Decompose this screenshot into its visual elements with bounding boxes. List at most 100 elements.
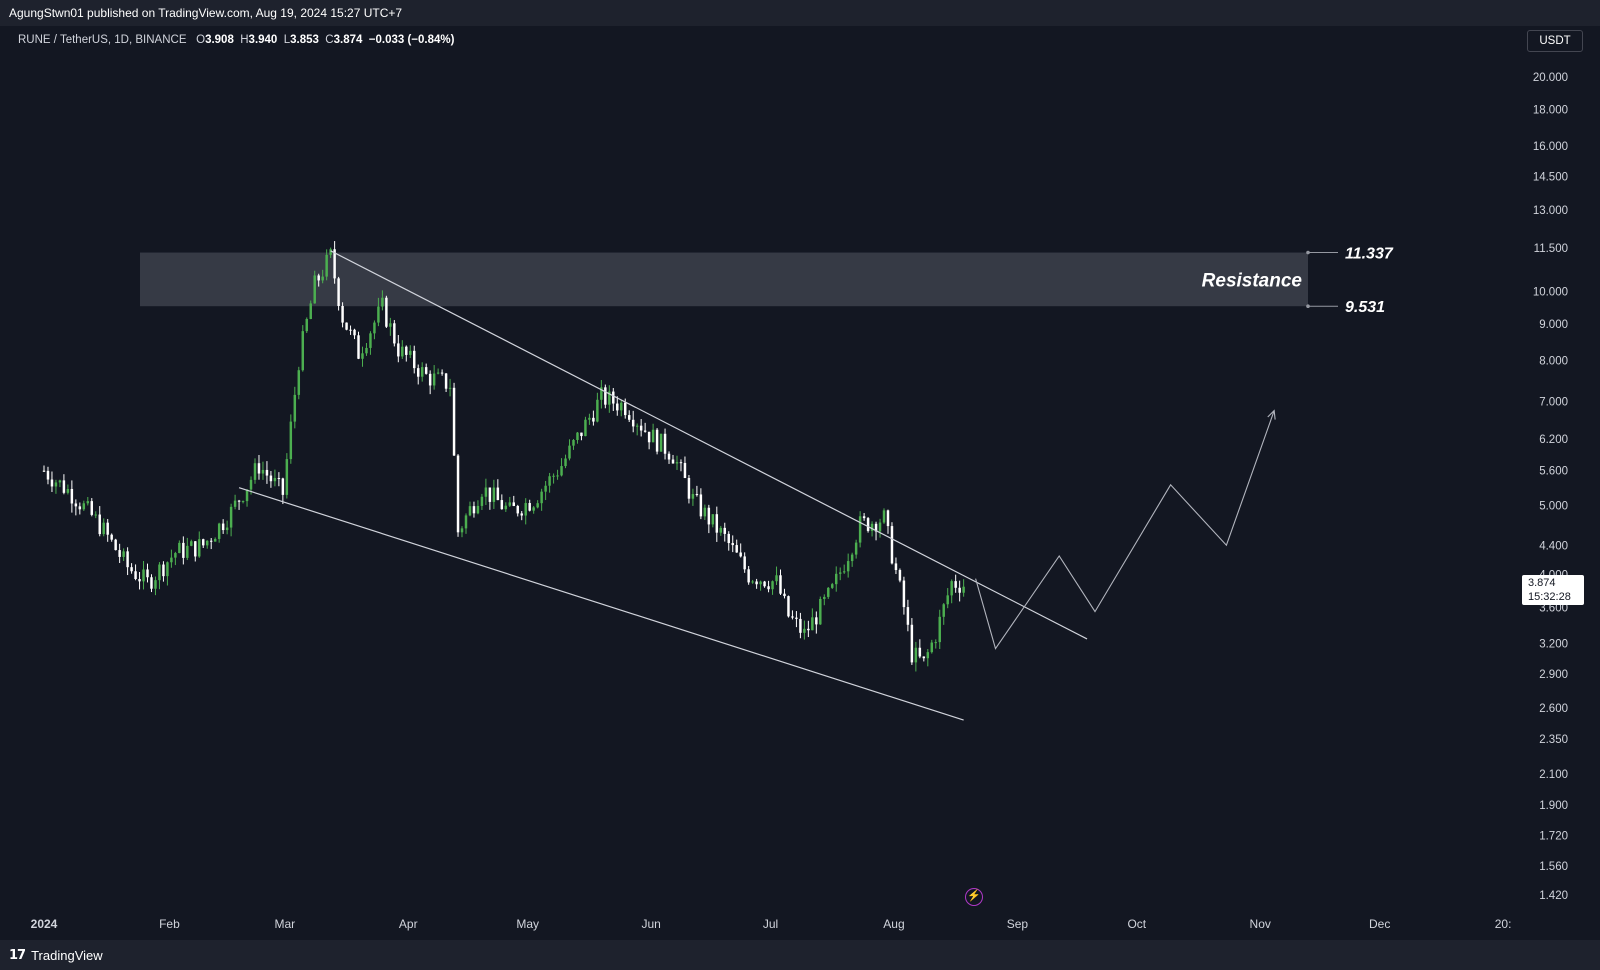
candle-body: [544, 485, 547, 492]
candle-body: [823, 596, 826, 599]
candle-body: [162, 564, 165, 577]
price-tick-label: 5.000: [1539, 501, 1568, 513]
price-tick-label: 14.500: [1533, 171, 1568, 183]
candle-body: [225, 527, 229, 531]
candle-body: [727, 533, 730, 544]
candle-body: [564, 458, 567, 467]
candle-body: [365, 347, 368, 354]
candle-body: [691, 494, 695, 499]
candle-body: [194, 541, 197, 557]
candle-body: [862, 516, 866, 519]
candle-body: [600, 387, 603, 400]
candle-body: [695, 494, 699, 496]
price-tick-label: 1.560: [1539, 861, 1568, 873]
change-value: −0.033 (−0.84%): [368, 34, 455, 46]
candle-body: [420, 367, 424, 377]
candle-body: [245, 489, 249, 502]
candle-body: [154, 580, 157, 589]
candle-body: [409, 350, 412, 355]
candle-body: [667, 453, 671, 460]
time-tick-label: Jul: [763, 917, 778, 931]
time-tick-label: Oct: [1127, 917, 1146, 931]
candle-body: [54, 482, 58, 487]
open-label: O: [196, 34, 206, 46]
candle-body: [357, 335, 360, 359]
lightning-icon[interactable]: ⚡: [965, 888, 983, 906]
candle-body: [106, 522, 109, 535]
candle-body: [472, 506, 476, 514]
candle-body: [221, 523, 225, 531]
candle-body: [361, 353, 364, 359]
candle-body: [576, 432, 579, 440]
candle-body: [468, 506, 472, 516]
upper-trendline: [330, 250, 1088, 640]
candle-body: [86, 501, 90, 504]
candle-body: [635, 425, 639, 427]
time-tick-label: Feb: [159, 917, 180, 931]
candle-body: [297, 370, 301, 395]
candle-body: [484, 487, 488, 497]
candle-body: [130, 567, 133, 572]
price-tick-label: 20.000: [1533, 72, 1568, 84]
zone-edge-dot: [1306, 304, 1310, 309]
candle-body: [548, 476, 551, 486]
candle-body: [373, 322, 376, 334]
candle-body: [743, 556, 746, 570]
candle-body: [663, 433, 667, 454]
candle-body: [158, 564, 161, 581]
candle-body: [397, 343, 400, 357]
zone-top-value: 11.337: [1345, 246, 1394, 263]
candle-body: [309, 303, 312, 319]
candle-body: [631, 419, 635, 427]
candle-body: [811, 617, 814, 631]
candle-body: [886, 510, 890, 527]
candle-body: [767, 586, 770, 590]
price-tick-label: 2.100: [1539, 769, 1568, 781]
candle-body: [779, 575, 782, 594]
candle-body: [166, 562, 169, 577]
candle-body: [205, 540, 209, 546]
tradingview-logo-icon[interactable]: 𝟭𝟳: [9, 947, 26, 963]
candle-body: [866, 518, 870, 531]
candle-body: [492, 487, 496, 502]
candle-body: [735, 545, 738, 553]
candle-body: [560, 466, 563, 476]
candle-body: [731, 543, 734, 546]
candle-body: [114, 539, 117, 551]
candle-body: [405, 346, 408, 355]
price-tick-label: 1.900: [1539, 800, 1568, 812]
candle-body: [305, 318, 308, 332]
candle-body: [369, 333, 372, 348]
candle-body: [596, 399, 599, 422]
candle-body: [516, 505, 519, 514]
candle-body: [229, 506, 233, 528]
candle-body: [464, 515, 468, 529]
candle-body: [715, 514, 719, 533]
candle-body: [448, 387, 452, 389]
time-axis: 2024 Feb Mar Apr May Jun Jul Aug Sep Oct Nov Dec 20:: [31, 917, 1512, 931]
chart-frame[interactable]: [10, 26, 1590, 940]
candle-body: [98, 514, 101, 535]
footer-brand[interactable]: TradingView: [31, 947, 103, 963]
currency-button[interactable]: USDT: [1527, 30, 1583, 52]
time-tick-label: Jun: [641, 917, 660, 931]
candle-body: [612, 391, 615, 404]
candle-body: [313, 275, 316, 304]
candle-body: [914, 647, 918, 663]
symbol-legend: RUNE / TetherUS, 1D, BINANCE O3.908 H3.9…: [18, 34, 454, 46]
candle-body: [723, 527, 726, 534]
candle-body: [870, 523, 874, 531]
candle-body: [150, 577, 153, 589]
candle-body: [94, 514, 97, 516]
time-tick-label: May: [516, 917, 539, 931]
zone-bottom-value: 9.531: [1345, 299, 1385, 316]
candle-body: [82, 503, 86, 510]
candle-body: [787, 596, 790, 617]
candle-body: [647, 431, 651, 443]
candle-body: [934, 642, 937, 644]
candle-body: [739, 552, 742, 557]
candle-body: [377, 306, 380, 323]
time-tick-label: Dec: [1369, 917, 1390, 931]
current-price-badge: 3.874 15:32:28: [1522, 575, 1584, 605]
